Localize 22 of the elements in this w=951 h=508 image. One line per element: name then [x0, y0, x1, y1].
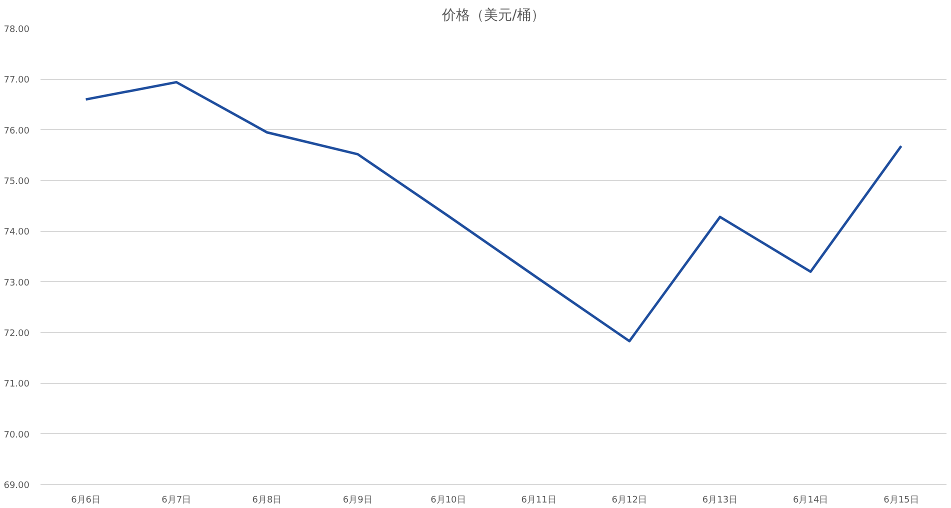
chart-title: 价格（美元/桶）	[441, 8, 545, 24]
y-tick-label: 72.00	[4, 329, 30, 339]
y-tick-label: 70.00	[4, 430, 30, 440]
y-tick-label: 77.00	[4, 76, 30, 86]
x-tick-label: 6月14日	[793, 496, 828, 506]
x-tick-label: 6月13日	[702, 496, 738, 506]
x-tick-label: 6月6日	[71, 496, 101, 506]
x-tick-label: 6月8日	[252, 496, 282, 506]
y-tick-label: 71.00	[4, 380, 30, 390]
x-tick-label: 6月12日	[612, 496, 647, 506]
y-tick-label: 73.00	[4, 278, 30, 288]
line-series	[84, 80, 902, 342]
x-tick-label: 6月10日	[430, 496, 466, 506]
y-tick-label: 78.00	[4, 25, 30, 35]
y-tick-label: 76.00	[4, 126, 30, 136]
y-tick-label: 75.00	[4, 177, 30, 187]
y-tick-label: 74.00	[4, 228, 30, 238]
x-tick-label: 6月9日	[342, 496, 372, 506]
x-tick-label: 6月15日	[884, 496, 919, 506]
y-tick-label: 69.00	[4, 481, 30, 491]
x-tick-label: 6月7日	[162, 496, 192, 506]
x-tick-label: 6月11日	[521, 496, 556, 506]
